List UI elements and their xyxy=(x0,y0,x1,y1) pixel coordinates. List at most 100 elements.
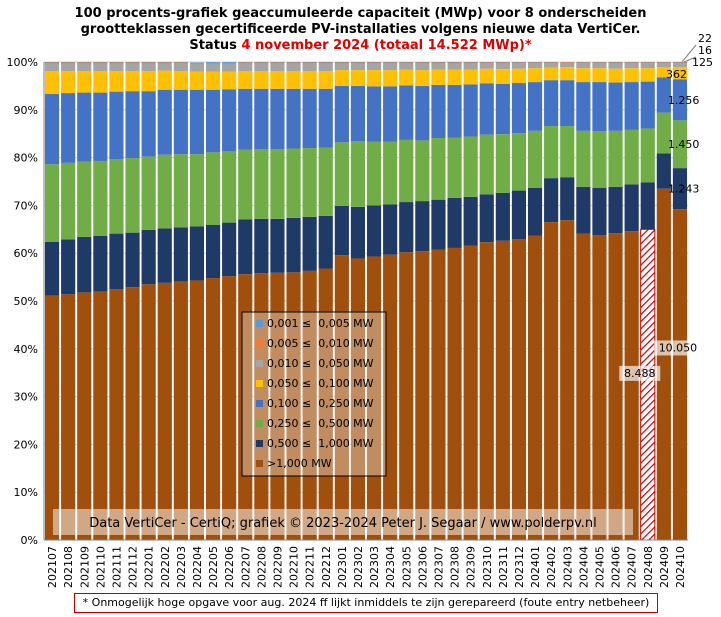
bar-segment xyxy=(479,194,494,243)
x-tick-label: 202211 xyxy=(304,546,317,588)
bar-segment xyxy=(157,89,172,155)
bar-segment xyxy=(350,62,366,64)
bar-segment xyxy=(544,62,559,68)
title-line-2: grootteklassen gecertificeerde PV-instal… xyxy=(80,22,641,37)
bar-segment xyxy=(205,71,221,90)
bar-segment xyxy=(141,229,156,285)
bar-segment xyxy=(109,233,124,290)
bar-segment xyxy=(511,68,527,84)
bar-segment xyxy=(479,242,494,540)
bar-segment xyxy=(431,138,446,200)
bar-segment xyxy=(447,63,462,70)
bar-segment xyxy=(189,63,205,72)
bar-segment xyxy=(77,292,92,540)
bar-segment xyxy=(431,63,446,70)
y-tick-label: 20% xyxy=(14,438,38,451)
bar-segment xyxy=(318,215,333,269)
x-tick-label: 202112 xyxy=(127,546,140,588)
bar-segment xyxy=(608,130,623,187)
bar-segment xyxy=(334,142,349,206)
x-tick-label: 202306 xyxy=(416,546,429,588)
x-tick-label: 202109 xyxy=(78,546,91,588)
bar-segment xyxy=(511,83,527,134)
legend-label: >1,000 MW xyxy=(267,457,332,470)
bar-segment xyxy=(640,182,655,230)
bar-segment xyxy=(222,62,237,64)
legend-label: 0,500 ≤ 1,000 MW xyxy=(267,437,374,450)
bar-segment xyxy=(431,69,446,85)
bar-segment xyxy=(366,205,382,257)
data-label: 1.243 xyxy=(668,183,700,196)
legend-label: 0,250 ≤ 0,500 MW xyxy=(267,417,374,430)
bar-segment xyxy=(77,161,92,237)
legend-swatch xyxy=(256,340,263,347)
bar-segment xyxy=(141,284,156,540)
bar-segment xyxy=(366,70,382,87)
bar-segment xyxy=(302,71,317,89)
bar-segment xyxy=(399,63,414,70)
bar-segment xyxy=(141,91,156,157)
bar-segment xyxy=(222,276,237,540)
bar-segment xyxy=(109,159,124,234)
bar-segment xyxy=(656,153,671,189)
bar-segment xyxy=(640,128,655,183)
x-tick-label: 202402 xyxy=(545,546,558,588)
bar-segment xyxy=(238,63,253,72)
bar-segment xyxy=(592,62,607,69)
x-tick-label: 202204 xyxy=(191,546,204,588)
x-tick-label: 202309 xyxy=(465,546,478,588)
title-line-3: Status 4 november 2024 (totaal 14.522 MW… xyxy=(0,38,721,54)
bar-segment xyxy=(125,91,140,159)
bar-segment xyxy=(109,71,124,92)
y-tick-label: 80% xyxy=(14,152,38,165)
bar-segment xyxy=(77,92,92,162)
title-line-1: 100 procents-grafiek geaccumuleerde capa… xyxy=(74,6,647,21)
bar-segment xyxy=(495,69,510,84)
bar-segment xyxy=(157,282,172,540)
legend-box xyxy=(241,311,387,477)
bar-segment xyxy=(527,82,543,131)
bar-segment xyxy=(415,62,430,64)
bar-segment xyxy=(479,68,494,84)
bar-segment xyxy=(576,68,591,83)
bar-segment xyxy=(383,254,398,540)
bar-segment xyxy=(141,156,156,230)
bar-segment xyxy=(415,85,430,141)
title-status-date: 4 november 2024 (totaal 14.522 MWp)* xyxy=(241,38,532,53)
x-tick-label: 202111 xyxy=(110,546,123,588)
legend-label: 0,050 ≤ 0,100 MW xyxy=(267,377,374,390)
bar-segment xyxy=(270,63,285,72)
bar-segment xyxy=(656,62,671,68)
bar-segment xyxy=(527,235,543,540)
bar-segment xyxy=(511,133,527,191)
legend-swatch xyxy=(256,420,263,427)
bar-segment xyxy=(415,70,430,86)
bar-segment xyxy=(350,70,366,86)
bar-segment xyxy=(350,63,366,71)
bar-segment xyxy=(640,62,655,69)
y-tick-label: 40% xyxy=(14,343,38,356)
bar-segment xyxy=(141,71,156,92)
bar-segment xyxy=(318,63,333,72)
data-label: 125 xyxy=(692,56,713,69)
bar-segment xyxy=(624,62,639,69)
data-label: 1.450 xyxy=(668,138,700,151)
bar-segment xyxy=(366,62,382,64)
bar-segment xyxy=(624,184,639,232)
bar-segment xyxy=(189,226,205,281)
bar-segment xyxy=(205,278,221,540)
bar-segment xyxy=(302,270,317,540)
x-tick-label: 202206 xyxy=(223,546,236,588)
x-tick-label: 202209 xyxy=(271,546,284,588)
bar-segment xyxy=(656,67,671,78)
bar-segment xyxy=(399,85,414,140)
bar-segment xyxy=(463,245,478,540)
x-tick-label: 202310 xyxy=(481,546,494,588)
bar-segment xyxy=(640,81,655,129)
bar-segment xyxy=(495,62,510,64)
bar-segment xyxy=(447,137,462,198)
bar-segment xyxy=(334,85,349,143)
legend: 0,001 ≤ 0,005 MW 0,005 ≤ 0,010 MW 0,010 ≤ … xyxy=(241,311,387,477)
bar-segment xyxy=(286,217,301,273)
bar-segment xyxy=(576,130,591,187)
